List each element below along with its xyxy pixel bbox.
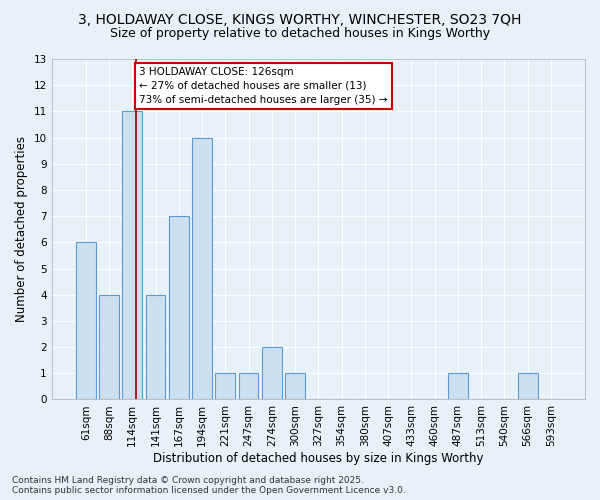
Text: Size of property relative to detached houses in Kings Worthy: Size of property relative to detached ho… (110, 28, 490, 40)
Bar (99, 294, 119, 400)
Bar (215, 374, 235, 400)
Bar (239, 374, 259, 400)
Text: 3 HOLDAWAY CLOSE: 126sqm
← 27% of detached houses are smaller (13)
73% of semi-d: 3 HOLDAWAY CLOSE: 126sqm ← 27% of detach… (139, 67, 388, 105)
Bar (146, 294, 166, 400)
Text: 3, HOLDAWAY CLOSE, KINGS WORTHY, WINCHESTER, SO23 7QH: 3, HOLDAWAY CLOSE, KINGS WORTHY, WINCHES… (79, 12, 521, 26)
Bar (262, 347, 282, 400)
Bar (122, 112, 142, 400)
Text: Contains HM Land Registry data © Crown copyright and database right 2025.
Contai: Contains HM Land Registry data © Crown c… (12, 476, 406, 495)
Bar (448, 374, 468, 400)
X-axis label: Distribution of detached houses by size in Kings Worthy: Distribution of detached houses by size … (153, 452, 484, 465)
Bar (169, 216, 188, 400)
Bar (285, 374, 305, 400)
Y-axis label: Number of detached properties: Number of detached properties (15, 136, 28, 322)
Bar (518, 374, 538, 400)
Bar (192, 138, 212, 400)
Bar (76, 242, 95, 400)
